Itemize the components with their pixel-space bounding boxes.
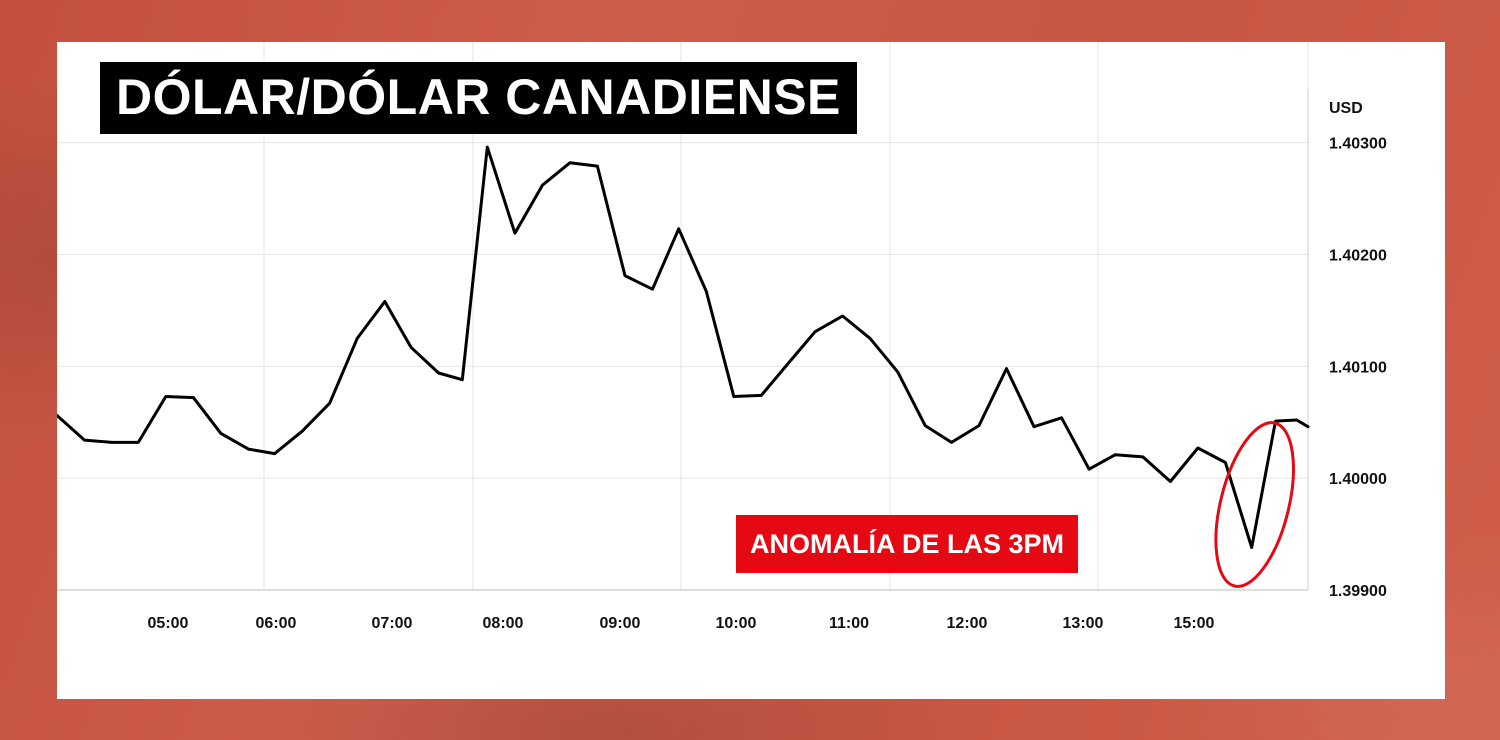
- chart-title: DÓLAR/DÓLAR CANADIENSE: [100, 62, 857, 134]
- x-tick-label: 12:00: [947, 615, 988, 632]
- x-tick-label: 05:00: [148, 615, 189, 632]
- y-tick-label: 1.40100: [1329, 359, 1387, 376]
- chart-card: 1.40300 1.40200 1.40100 1.40000 1.39900 05:0…: [57, 42, 1445, 699]
- y-tick-label: 1.39900: [1329, 583, 1387, 600]
- anomaly-circle: [1214, 421, 1295, 588]
- axes: [57, 90, 1309, 591]
- y-axis-ticks: 1.40300 1.40200 1.40100 1.40000 1.39900: [1329, 136, 1387, 600]
- y-tick-label: 1.40000: [1329, 471, 1387, 488]
- series-line-group: [57, 145, 1310, 549]
- x-tick-label: 08:00: [483, 615, 524, 632]
- annotation-group: [1214, 421, 1295, 588]
- series-line: [57, 145, 1310, 549]
- x-tick-label: 10:00: [716, 615, 757, 632]
- x-tick-label: 11:00: [829, 615, 869, 632]
- x-axis-ticks: 05:00 06:00 07:00 08:00 09:00 10:00 11:00 12:00…: [148, 615, 1215, 632]
- x-tick-label: 06:00: [256, 615, 297, 632]
- y-tick-label: 1.40300: [1329, 136, 1387, 153]
- y-tick-label: 1.40200: [1329, 247, 1387, 264]
- x-tick-label: 15:00: [1174, 615, 1215, 632]
- x-tick-label: 07:00: [372, 615, 413, 632]
- x-tick-label: 13:00: [1063, 615, 1104, 632]
- anomaly-label: ANOMALÍA DE LAS 3PM: [736, 515, 1079, 573]
- x-tick-label: 09:00: [600, 615, 641, 632]
- y-axis-unit: USD: [1329, 100, 1363, 117]
- line-chart: 1.40300 1.40200 1.40100 1.40000 1.39900 05:0…: [57, 42, 1387, 632]
